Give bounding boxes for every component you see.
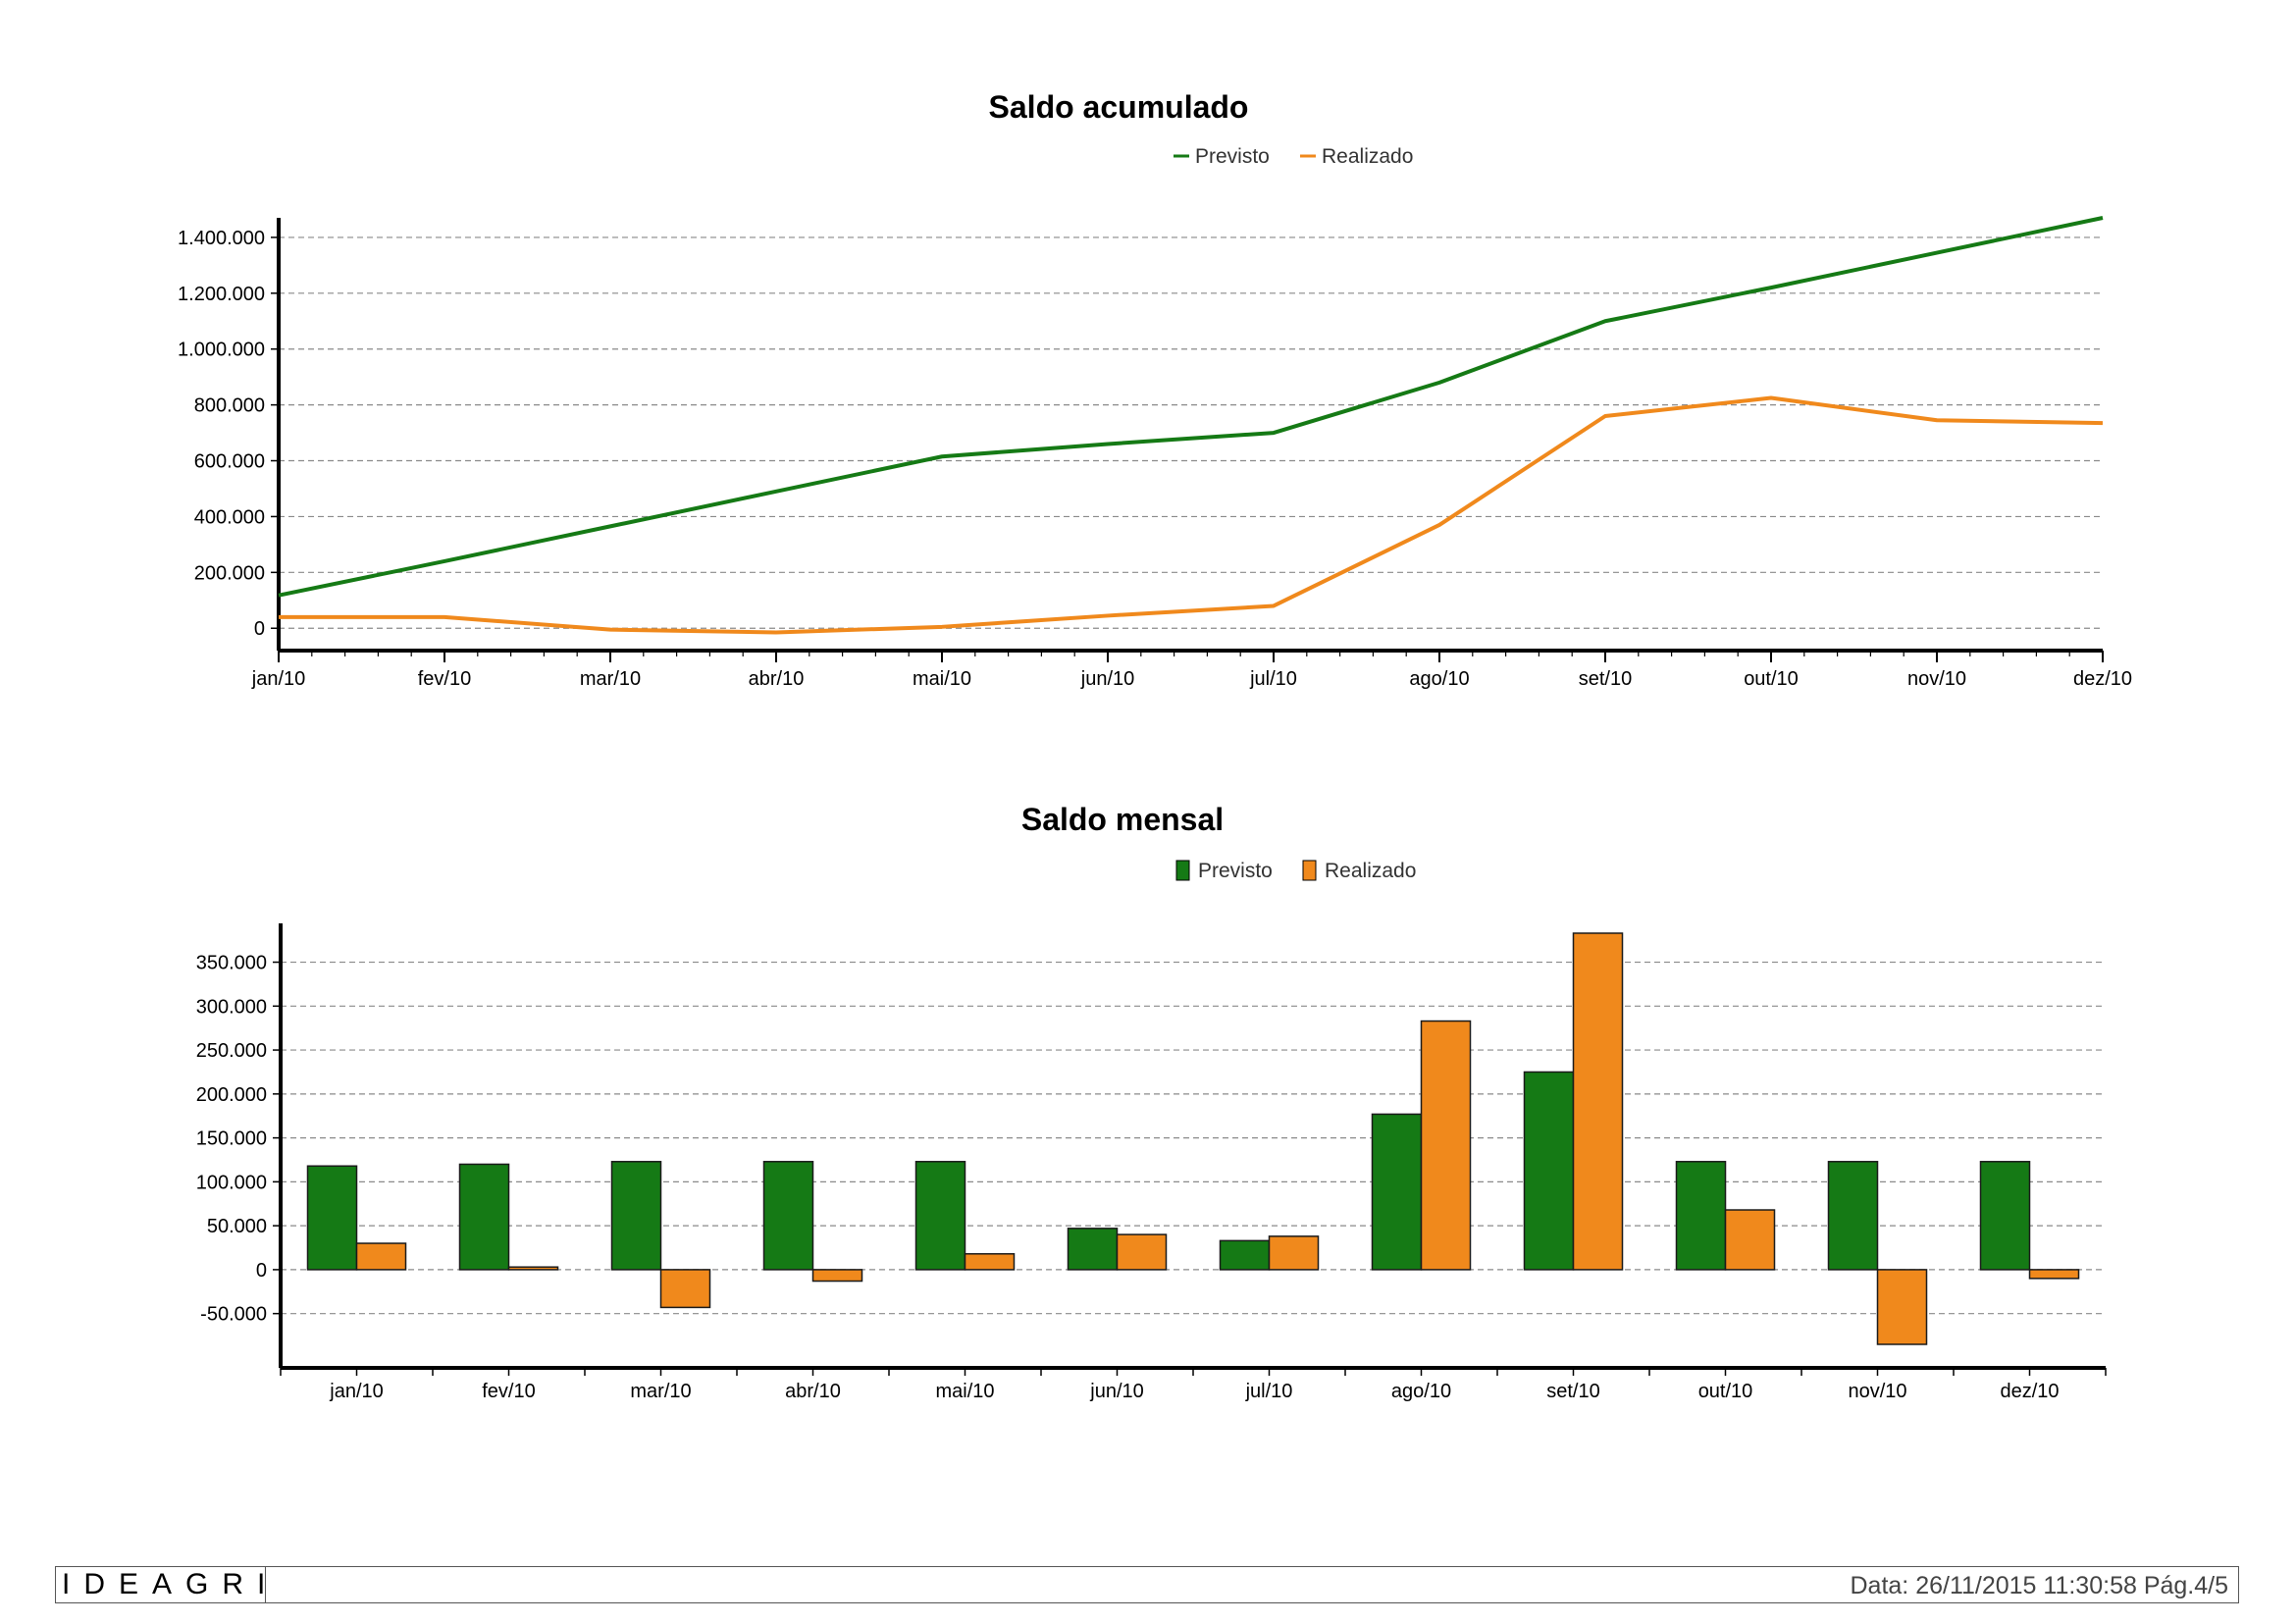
- x-tick-label: jun/10: [1080, 668, 1135, 690]
- bar-previsto: [1371, 1113, 1423, 1271]
- y-tick-label: 1.200.000: [178, 284, 265, 305]
- bar-chart-svg: Saldo mensal Previsto Realizado -50.000 0 50.…: [196, 802, 2107, 1402]
- bar-realizado: [1572, 932, 1624, 1271]
- y-tick-label: 50.000: [207, 1216, 267, 1237]
- x-tick-label: out/10: [1744, 668, 1799, 690]
- saldo-acumulado-chart: Saldo acumulado Previsto Realizado 0 200.000…: [0, 0, 2296, 726]
- bar-previsto: [458, 1163, 510, 1271]
- y-tick-label: 800.000: [194, 395, 265, 417]
- bar-realizado: [1268, 1235, 1320, 1271]
- footer-date-page: Data: 26/11/2015 11:30:58 Pág.4/5: [1850, 1572, 2229, 1599]
- y-tick-label: 0: [254, 618, 265, 640]
- chart-title: Saldo acumulado: [989, 89, 1249, 125]
- bar-realizado: [659, 1269, 711, 1309]
- x-tick-label: jul/10: [1245, 1381, 1293, 1402]
- x-tick-label: nov/10: [1848, 1381, 1906, 1402]
- bar-realizado: [507, 1266, 559, 1271]
- bar-previsto: [610, 1161, 662, 1271]
- legend-swatch-previsto: [1175, 860, 1190, 881]
- x-tick-label: abr/10: [749, 668, 805, 690]
- y-tick-label: -50.000: [200, 1304, 267, 1326]
- legend-label-previsto: Previsto: [1195, 145, 1270, 168]
- series-line-previsto: [278, 216, 2104, 598]
- bar-previsto: [762, 1161, 814, 1271]
- y-tick-label: 0: [256, 1260, 267, 1282]
- x-tick-label: abr/10: [785, 1381, 841, 1402]
- y-tick-label: 1.000.000: [178, 340, 265, 361]
- y-tick-label: 200.000: [196, 1084, 267, 1106]
- x-tick-label: jan/10: [329, 1381, 384, 1402]
- legend-swatch-realizado: [1302, 860, 1317, 881]
- y-tick-label: 400.000: [194, 506, 265, 528]
- legend-label-realizado: Realizado: [1322, 145, 1413, 168]
- x-tick-label: dez/10: [2000, 1381, 2059, 1402]
- bar-previsto: [1979, 1161, 2031, 1271]
- bar-realizado: [1724, 1209, 1776, 1271]
- x-tick-label: jan/10: [251, 668, 306, 690]
- bar-previsto: [1523, 1071, 1575, 1271]
- x-tick-label: fev/10: [482, 1381, 535, 1402]
- legend-label-realizado: Realizado: [1325, 860, 1416, 882]
- y-tick-label: 250.000: [196, 1040, 267, 1062]
- bar-previsto: [1219, 1239, 1271, 1271]
- chart-title: Saldo mensal: [1021, 802, 1224, 837]
- x-tick-label: nov/10: [1907, 668, 1966, 690]
- x-tick-label: mar/10: [580, 668, 641, 690]
- bar-previsto: [306, 1165, 358, 1271]
- bar-realizado: [1116, 1233, 1168, 1271]
- x-tick-label: mai/10: [935, 1381, 994, 1402]
- x-tick-label: mar/10: [630, 1381, 691, 1402]
- series-line-realizado: [279, 395, 2104, 635]
- bar-realizado: [1420, 1020, 1472, 1271]
- x-tick-label: jun/10: [1089, 1381, 1144, 1402]
- x-tick-label: mai/10: [913, 668, 971, 690]
- y-tick-label: 350.000: [196, 953, 267, 974]
- bar-realizado: [811, 1269, 863, 1283]
- y-tick-label: 1.400.000: [178, 228, 265, 249]
- bar-realizado: [964, 1253, 1016, 1271]
- page-footer: IDEAGRI Data: 26/11/2015 11:30:58 Pág.4/…: [55, 1566, 2239, 1603]
- x-tick-label: set/10: [1546, 1381, 1599, 1402]
- x-tick-label: dez/10: [2073, 668, 2132, 690]
- bar-previsto: [1827, 1161, 1879, 1271]
- legend-label-previsto: Previsto: [1198, 860, 1273, 882]
- x-tick-label: set/10: [1579, 668, 1632, 690]
- x-tick-label: ago/10: [1409, 668, 1469, 690]
- bar-previsto: [1675, 1161, 1727, 1271]
- bar-previsto: [1067, 1228, 1119, 1271]
- saldo-mensal-chart: Saldo mensal Previsto Realizado -50.000 0 50.…: [0, 726, 2296, 1433]
- bar-realizado: [2028, 1269, 2080, 1280]
- line-chart-svg: Saldo acumulado Previsto Realizado 0 200.000…: [178, 89, 2132, 690]
- x-tick-label: fev/10: [418, 668, 471, 690]
- y-tick-label: 150.000: [196, 1128, 267, 1150]
- bar-realizado: [355, 1242, 407, 1271]
- y-tick-label: 100.000: [196, 1172, 267, 1193]
- x-tick-label: out/10: [1698, 1381, 1753, 1402]
- company-logo: IDEAGRI: [56, 1567, 266, 1602]
- bar-realizado: [1876, 1269, 1928, 1345]
- x-tick-label: jul/10: [1249, 668, 1297, 690]
- x-tick-label: ago/10: [1391, 1381, 1451, 1402]
- y-tick-label: 200.000: [194, 562, 265, 584]
- bar-previsto: [914, 1161, 966, 1271]
- y-tick-label: 300.000: [196, 996, 267, 1018]
- y-tick-label: 600.000: [194, 451, 265, 473]
